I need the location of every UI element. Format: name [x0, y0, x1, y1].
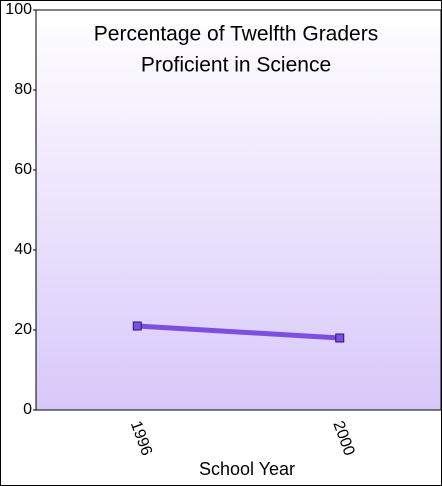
y-tick-label: 20 [14, 321, 32, 338]
plot-area [35, 9, 442, 411]
y-tick-label: 60 [14, 161, 32, 178]
y-tick-label: 80 [14, 81, 32, 98]
y-tick-label: 0 [23, 401, 32, 418]
point [335, 333, 345, 343]
series-line [137, 323, 340, 341]
y-tick-label: 40 [14, 241, 32, 258]
point [132, 321, 142, 331]
x-axis-label: School Year [199, 459, 295, 479]
y-tick-label: 100 [5, 1, 32, 18]
chart-subtitle: Proficient in Science [141, 54, 331, 77]
chart-title: Percentage of Twelfth Graders [94, 23, 378, 46]
